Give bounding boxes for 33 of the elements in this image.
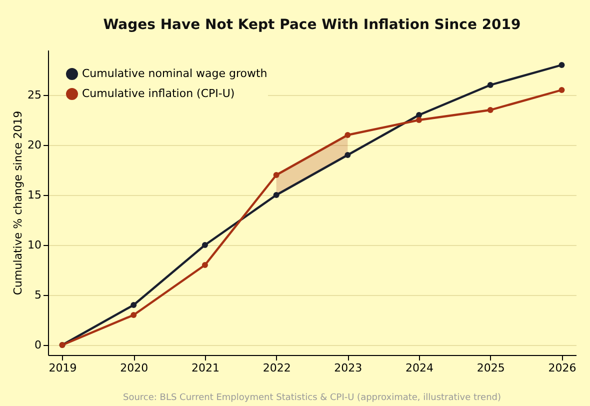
- legend-label: Cumulative inflation (CPI-U): [82, 87, 235, 100]
- point: [416, 112, 422, 118]
- x-tick-label: 2026: [548, 362, 576, 374]
- point: [202, 242, 208, 248]
- x-tick-label: 2021: [191, 362, 220, 374]
- point: [558, 87, 565, 93]
- point: [130, 302, 137, 308]
- x-tick-label: 2020: [120, 362, 148, 374]
- point: [558, 62, 565, 68]
- x-tick-label: 2022: [262, 362, 291, 374]
- y-tick-label: 20: [28, 138, 42, 152]
- y-tick-label: 0: [34, 338, 42, 352]
- y-axis-title: Cumulative % change since 2019: [12, 110, 25, 296]
- x-tick-label: 2025: [476, 362, 505, 374]
- chart-title: Wages Have Not Kept Pace With Inflation Since 2019: [103, 17, 521, 33]
- point: [487, 82, 494, 88]
- y-tick-label: 25: [28, 88, 42, 102]
- point: [487, 107, 494, 113]
- legend-label: Cumulative nominal wage growth: [82, 67, 268, 80]
- point: [130, 312, 137, 318]
- point: [202, 262, 208, 268]
- point: [273, 192, 280, 198]
- x-tick-label: 2024: [406, 362, 434, 374]
- y-tick-label: 15: [28, 188, 42, 202]
- point: [344, 132, 351, 138]
- source-note: Source: BLS Current Employment Statistics & CPI-U (approximate, illustrative trend): [122, 393, 502, 403]
- x-tick-label: 2019: [48, 362, 77, 374]
- y-tick-label: 5: [34, 288, 42, 302]
- point: [416, 117, 422, 123]
- point: [344, 152, 351, 158]
- y-tick-label: 10: [28, 238, 42, 252]
- point: [273, 172, 280, 178]
- x-tick-label: 2023: [334, 362, 362, 374]
